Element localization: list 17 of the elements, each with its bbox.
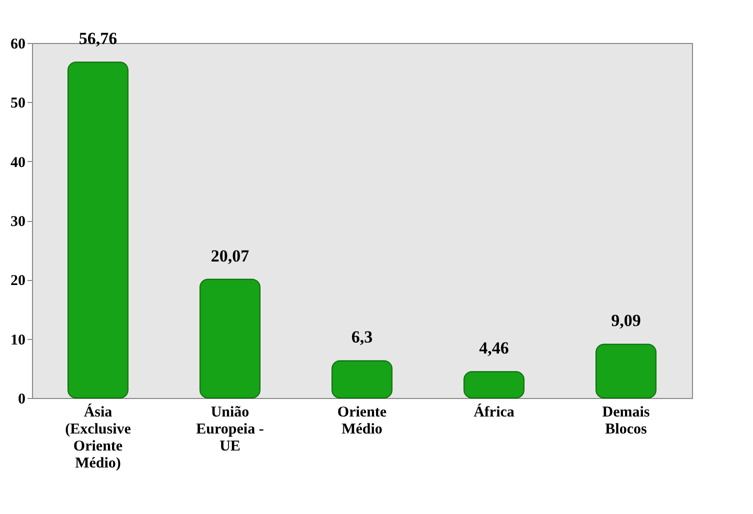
data-label: 20,07	[210, 246, 250, 266]
x-tick-label: União Europeia - UE	[196, 404, 264, 454]
data-label: 56,76	[78, 29, 118, 48]
data-label: 4,46	[479, 338, 509, 358]
data-label: 6,3	[351, 328, 373, 347]
data-label: 9,09	[611, 311, 641, 330]
y-tick-label: 10	[10, 332, 26, 348]
x-tick-label: África	[474, 404, 515, 420]
y-tick-label: 20	[10, 273, 26, 290]
x-tick-label: Oriente Médio	[337, 404, 387, 438]
x-tick-label: Ásia (Exclusive Oriente Médio)	[65, 404, 132, 472]
y-tick-label: 0	[18, 392, 26, 408]
y-tick-label: 30	[10, 214, 26, 230]
y-tick-label: 40	[10, 154, 26, 171]
x-tick-label: Demais Blocos	[602, 404, 650, 438]
y-tick-label: 50	[10, 96, 26, 112]
y-tick-label: 60	[10, 36, 26, 52]
